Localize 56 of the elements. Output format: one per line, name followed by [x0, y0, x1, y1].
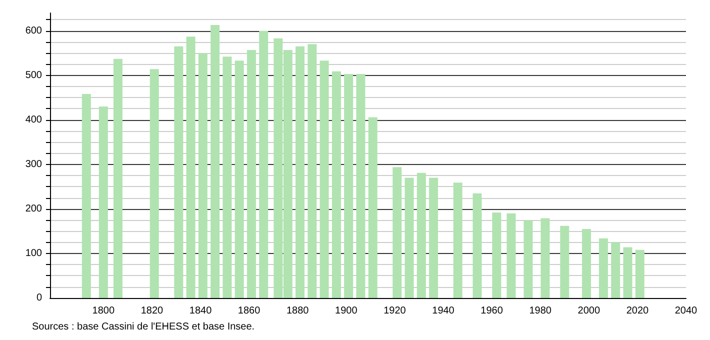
bar [492, 212, 502, 298]
bar [113, 58, 122, 298]
x-tick-label: 1820 [140, 306, 164, 316]
bar [82, 94, 91, 298]
x-tick-label: 1860 [238, 306, 261, 316]
bar [222, 56, 232, 298]
bar [582, 228, 591, 298]
x-tick-label: 1800 [92, 306, 115, 316]
bar [453, 182, 462, 298]
bar [98, 106, 108, 298]
x-tick-label: 1880 [286, 306, 310, 316]
x-tick-label: 1840 [189, 306, 212, 316]
bar [150, 69, 159, 298]
y-tick-label: 0 [36, 292, 42, 304]
bar [210, 25, 220, 298]
x-tick-label: 1900 [335, 306, 358, 316]
bar [540, 218, 550, 298]
x-tick-label: 1980 [529, 306, 552, 316]
bar [598, 238, 608, 298]
bar [524, 220, 533, 298]
y-tick-label: 500 [25, 70, 42, 81]
bar [611, 242, 620, 298]
bar [506, 213, 516, 298]
bar [320, 60, 329, 298]
bar [308, 44, 317, 298]
bar [404, 178, 414, 298]
bar [368, 117, 378, 298]
bar [356, 74, 366, 298]
bar [416, 172, 426, 298]
bar [472, 193, 482, 298]
bar [332, 71, 341, 298]
y-tick-label: 200 [25, 203, 42, 214]
y-tick-label: 300 [25, 158, 42, 170]
bar [392, 167, 402, 298]
x-tick-label: 2000 [578, 306, 600, 316]
y-tick-label: 100 [25, 248, 42, 259]
bar [296, 46, 305, 298]
y-tick-label: 600 [25, 25, 42, 36]
bar [186, 36, 196, 298]
bar [234, 60, 244, 298]
bar [623, 247, 632, 298]
y-tick-label: 400 [25, 114, 42, 126]
x-tick-label: 1960 [480, 306, 504, 316]
bar [560, 226, 570, 298]
source-note: Sources : base Cassini de l'EHESS et base Insee. [32, 322, 255, 332]
bar [259, 30, 268, 298]
x-tick-label: 2020 [626, 306, 650, 316]
bar [429, 178, 438, 298]
x-tick-label: 2040 [674, 306, 698, 316]
bar [635, 250, 644, 298]
bar [198, 53, 208, 298]
x-tick-label: 1940 [432, 306, 455, 316]
bar [344, 74, 354, 298]
x-tick-label: 1920 [384, 306, 406, 316]
bar [174, 46, 184, 298]
bar [246, 50, 256, 298]
